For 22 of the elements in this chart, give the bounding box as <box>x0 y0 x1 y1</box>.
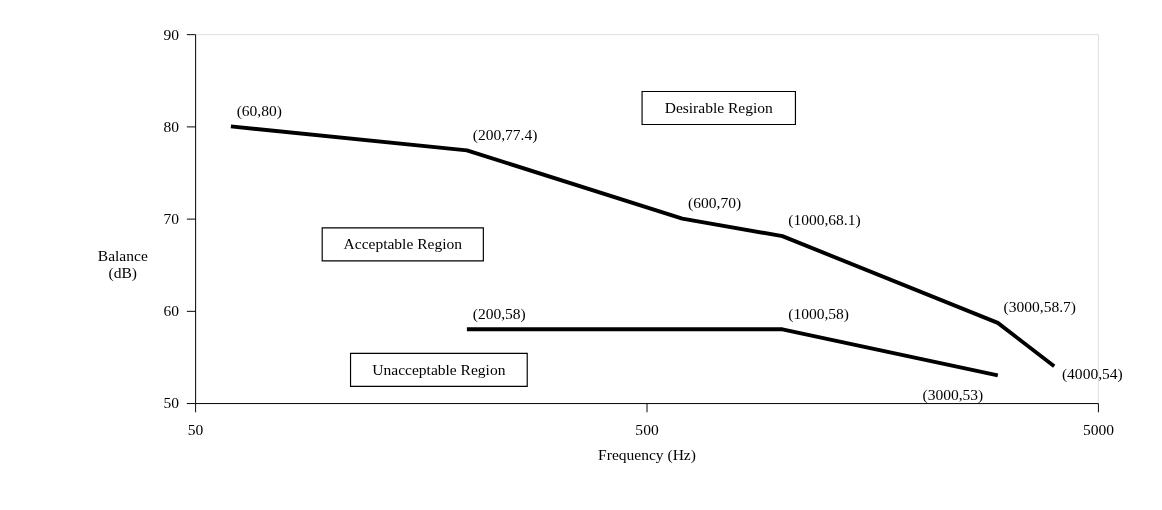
annotation: (200,77.4) <box>472 125 538 144</box>
x-tick-label: 5000 <box>1082 420 1115 438</box>
y-axis-title: Balance (dB) <box>97 246 148 283</box>
y-tick-label: 80 <box>163 117 180 135</box>
y-tick-label: 90 <box>163 25 180 43</box>
annotation: Desirable Region <box>664 98 774 116</box>
annotation: (1000,58) <box>788 304 849 323</box>
annotation: (4000,54) <box>1061 364 1123 383</box>
x-axis-title: Frequency (Hz) <box>598 445 696 464</box>
x-tick-label: 50 <box>187 420 204 438</box>
annotation: Acceptable Region <box>343 235 463 253</box>
annotation: (60,80) <box>236 101 282 120</box>
annotation: (3000,58.7) <box>1003 298 1077 317</box>
y-tick-label: 60 <box>163 302 180 320</box>
y-tick-label: 50 <box>163 394 180 412</box>
annotation: (600,70) <box>688 193 742 212</box>
annotation: (1000,68.1) <box>788 211 861 230</box>
annotation: (200,58) <box>472 304 526 323</box>
annotation: Unacceptable Region <box>372 360 506 378</box>
y-tick-label: 70 <box>163 209 180 227</box>
x-tick-label: 500 <box>635 420 659 438</box>
annotation: (3000,53) <box>922 385 984 404</box>
